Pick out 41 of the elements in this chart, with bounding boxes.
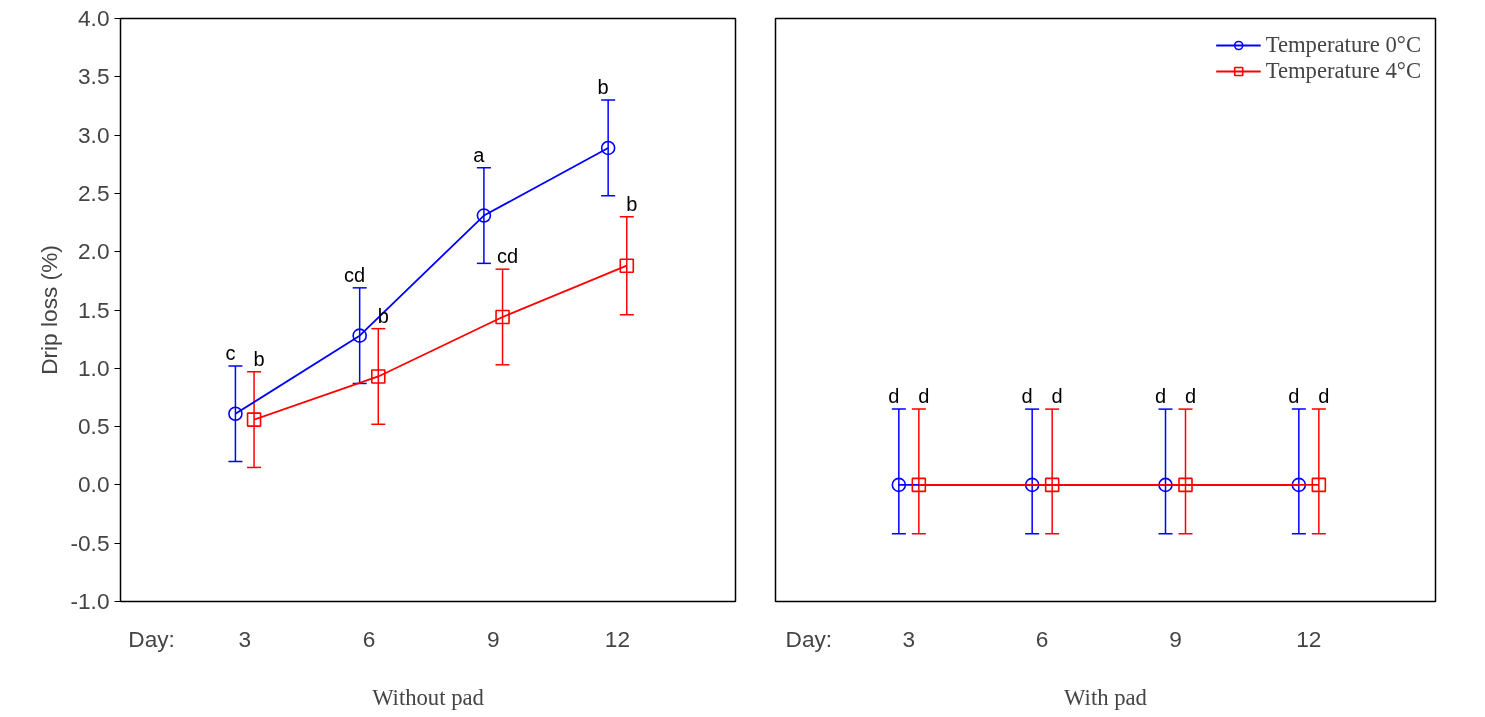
annotation: d — [918, 385, 930, 408]
y-tick-label: 4.0 — [78, 5, 110, 31]
x-tick-label: 3 — [902, 625, 916, 652]
annotation: d — [1318, 385, 1330, 408]
x-tick-label: 6 — [362, 625, 376, 652]
y-tick-label: 2.0 — [78, 238, 110, 265]
x-tick-label: 9 — [486, 625, 500, 652]
x-axis-title: Without pad — [372, 684, 485, 710]
annotation: d — [888, 385, 900, 408]
annotation: d — [1154, 385, 1167, 408]
x-tick-label: 12 — [604, 625, 631, 652]
annotation: cd — [496, 245, 519, 268]
annotation: d — [1184, 385, 1197, 408]
annotation: cd — [344, 263, 366, 286]
x-tick-label: 12 — [1296, 625, 1322, 652]
annotation: b — [597, 76, 609, 99]
y-tick-label: 1.0 — [78, 354, 110, 381]
legend-label: Temperature 0°C — [1265, 32, 1421, 58]
y-tick-label: 0.5 — [78, 413, 110, 440]
x-tick-label: 9 — [1169, 625, 1182, 652]
annotation: b — [626, 192, 638, 215]
y-tick-label: 0.0 — [78, 471, 110, 498]
y-axis-title: Drip loss (%) — [36, 245, 63, 375]
x-tick-label: 3 — [238, 625, 252, 652]
y-tick-label: -1.0 — [70, 588, 110, 614]
x-axis-title: With pad — [1064, 684, 1148, 710]
annotation: c — [225, 341, 236, 364]
legend-label: Temperature 4°C — [1265, 58, 1421, 84]
y-tick-label: 3.5 — [78, 63, 110, 90]
text: Day: — [128, 625, 175, 652]
annotation: a — [473, 143, 486, 166]
y-tick-label: -0.5 — [70, 529, 110, 556]
y-tick-label: 2.5 — [78, 179, 110, 206]
annotation: d — [1288, 385, 1300, 408]
text: Day: — [785, 625, 833, 652]
annotation: d — [1021, 385, 1033, 408]
annotation: d — [1051, 385, 1063, 408]
x-tick-label: 6 — [1035, 625, 1049, 652]
y-tick-label: 1.5 — [78, 296, 110, 323]
y-tick-label: 3.0 — [78, 121, 110, 148]
annotation: b — [253, 347, 265, 370]
